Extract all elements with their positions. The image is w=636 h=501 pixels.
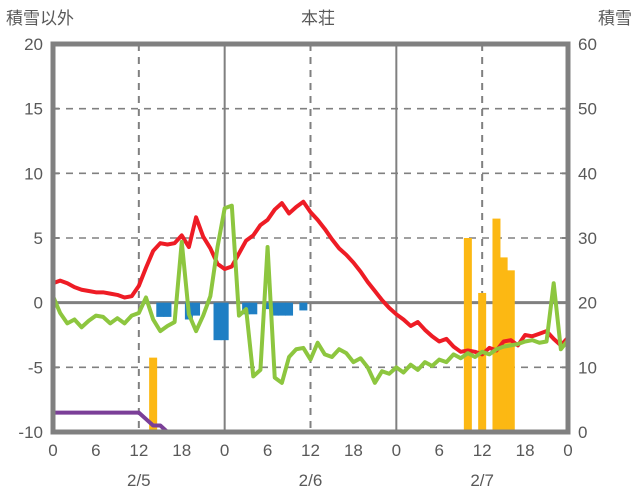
precip-bar-positive (149, 357, 158, 432)
precip-bar-negative (249, 302, 258, 315)
temperature-line (51, 199, 570, 357)
precip-bar-negative (192, 302, 201, 316)
dewpoint-line (51, 203, 570, 385)
x-axis-tick-label: 12 (473, 441, 492, 460)
precip-bar-negative (220, 302, 229, 341)
x-axis-day-label: 2/5 (127, 471, 151, 490)
y-axis-tick-label: 15 (24, 100, 43, 119)
x-axis-tick-label: 18 (172, 441, 191, 460)
right-axis-title: 積雪 (598, 9, 632, 28)
grid-lines (53, 44, 568, 432)
x-axis-tick-label: 18 (344, 441, 363, 460)
x-axis-tick-label: 18 (516, 441, 535, 460)
x-axis-day-label: 2/6 (299, 471, 323, 490)
precip-bar-negative (163, 302, 172, 317)
page-title: 本荘 (301, 9, 335, 28)
y2-axis-tick-label: 40 (578, 164, 597, 183)
precip-bar-positive (463, 238, 472, 432)
precip-bar-negative (263, 302, 272, 310)
y-axis-tick-label: -10 (18, 423, 43, 442)
y2-axis-tick-label: 0 (578, 423, 587, 442)
precip-bar-negative (270, 302, 279, 316)
x-axis-day-label: 2/7 (470, 471, 494, 490)
x-axis-tick-label: 12 (301, 441, 320, 460)
precip-bar-positive (478, 292, 487, 432)
x-axis-tick-label: 6 (435, 441, 444, 460)
x-axis-tick-label: 12 (129, 441, 148, 460)
left-axis-title: 積雪以外 (6, 9, 74, 28)
y-axis-tick-label: 0 (34, 294, 43, 313)
precip-bar-negative (277, 302, 286, 316)
precip-bar-negative (299, 302, 308, 311)
precip-bar-positive (506, 270, 515, 432)
x-axis-tick-label: 0 (392, 441, 401, 460)
y2-axis-tick-label: 30 (578, 229, 597, 248)
y2-axis-tick-label: 10 (578, 358, 597, 377)
y2-axis-tick-label: 50 (578, 100, 597, 119)
x-axis-tick-label: 0 (48, 441, 57, 460)
x-axis-tick-label: 0 (220, 441, 229, 460)
y2-axis-tick-label: 20 (578, 294, 597, 313)
y-axis-tick-label: -5 (28, 358, 43, 377)
x-axis-tick-label: 6 (91, 441, 100, 460)
x-axis-tick-label: 0 (563, 441, 572, 460)
y-axis-tick-label: 10 (24, 164, 43, 183)
x-axis-tick-label: 6 (263, 441, 272, 460)
precip-bar-positive (492, 218, 501, 432)
precip-bar-negative (285, 302, 294, 316)
precip-bar-negative (156, 302, 165, 317)
precip-bar-negative (213, 302, 222, 341)
y-axis-tick-label: 20 (24, 35, 43, 54)
y2-axis-tick-label: 60 (578, 35, 597, 54)
plot-frame (50, 41, 571, 435)
y-axis-tick-label: 5 (34, 229, 43, 248)
bar-series-group (149, 218, 515, 432)
